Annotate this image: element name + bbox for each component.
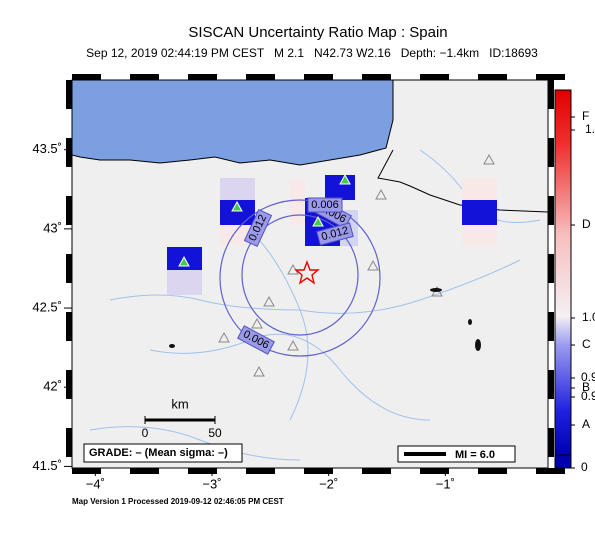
frame-segment (246, 74, 275, 80)
x-tick-label: −3˚ (202, 476, 221, 491)
colorbar-label: 0.9 (581, 389, 595, 403)
scale-unit: km (171, 396, 188, 411)
colorbar-label: A (582, 417, 590, 431)
frame-segment (130, 468, 159, 474)
contour-label: 0.012 (316, 222, 354, 246)
frame-segment (362, 74, 391, 80)
contours (219, 199, 381, 357)
frame-segment (420, 468, 449, 474)
frame-segment (536, 74, 565, 80)
colorbar-label: 1.0 (582, 310, 595, 324)
frame-segment (66, 370, 72, 399)
frame-segment (478, 468, 507, 474)
y-tick-label: 41.5˚ (32, 458, 62, 473)
frame-segment (66, 80, 72, 109)
frame-segment (66, 428, 72, 457)
map-area (72, 80, 548, 468)
x-tick-label: −1˚ (436, 476, 455, 491)
frame-segment (66, 312, 72, 341)
frame-segment (362, 468, 391, 474)
frame-segment (304, 468, 333, 474)
x-tick-label: −4˚ (86, 476, 105, 491)
contour-label-box (243, 208, 273, 248)
frame-segment (536, 468, 565, 474)
frame-segment (548, 370, 554, 399)
frame-segment (548, 312, 554, 341)
frame-segment (72, 468, 101, 474)
frame-segment (304, 74, 333, 80)
axes: −4˚ −3˚ −2˚ −1˚ 41.5˚ 42˚ 42.5˚ 43˚ 43.5˚ (32, 141, 455, 491)
frame-segment (72, 74, 101, 80)
used-stations (178, 173, 351, 267)
frame-segment (478, 74, 507, 80)
colorbar-labels: F1.2 D 1.0 C 0.9B0.9 A 0 (571, 109, 595, 474)
contour-label-text: 0.006 (311, 199, 339, 211)
y-tick-label: 43.5˚ (32, 141, 62, 156)
lakes (169, 288, 481, 351)
epicenter (294, 260, 320, 285)
frame-segment (548, 254, 554, 283)
frame-segment (130, 74, 159, 80)
frame-segment (188, 74, 217, 80)
mi-box (397, 445, 516, 463)
colorbar-label: 0.9 (581, 370, 595, 384)
contour-label-box (237, 325, 275, 355)
ocean (72, 80, 394, 166)
y-tick-label: 42˚ (43, 379, 62, 394)
mi: MI = 6.0 (455, 449, 495, 461)
contour-label-box (316, 222, 354, 246)
grade: GRADE: – (Mean sigma: –) (89, 447, 228, 459)
frame-segment (246, 468, 275, 474)
frame-segment (548, 80, 554, 109)
colorbar-label: C (582, 337, 591, 351)
grade-box (83, 443, 243, 463)
frame-segment (66, 196, 72, 225)
contour-label-box (307, 197, 343, 213)
frame-segment (188, 468, 217, 474)
x-tick-label: −2˚ (319, 476, 338, 491)
footer: Map Version 1 Processed 2019-09-12 02:46… (72, 497, 284, 506)
y-tick-label: 42.5˚ (32, 299, 62, 314)
frame-segment (66, 138, 72, 167)
colorbar-label: D (582, 217, 591, 231)
scale-label: 50 (208, 426, 222, 440)
colorbar-label: B (582, 380, 590, 394)
frame-segment (66, 254, 72, 283)
subtitle: Sep 12, 2019 02:44:19 PM CEST M 2.1 N42.… (86, 46, 538, 60)
colorbar-label: 1.2 (585, 122, 595, 136)
scale-label: 0 (142, 426, 149, 440)
colorbar (554, 89, 572, 456)
frame-segment (420, 74, 449, 80)
rivers (89, 149, 541, 461)
scale-bar: km 0 50 (142, 396, 222, 440)
frame-ticks (66, 74, 565, 474)
frame-segment (548, 428, 554, 457)
frame-segment (548, 196, 554, 225)
y-tick-label: 43˚ (43, 220, 62, 235)
colorbar-min (554, 454, 572, 469)
colorbar-label: 0 (581, 460, 588, 474)
colorbar-label: F (582, 109, 589, 123)
frame-segment (548, 138, 554, 167)
title: SISCAN Uncertainty Ratio Map : Spain (188, 24, 447, 41)
contour-label: 0.006 (307, 197, 343, 213)
